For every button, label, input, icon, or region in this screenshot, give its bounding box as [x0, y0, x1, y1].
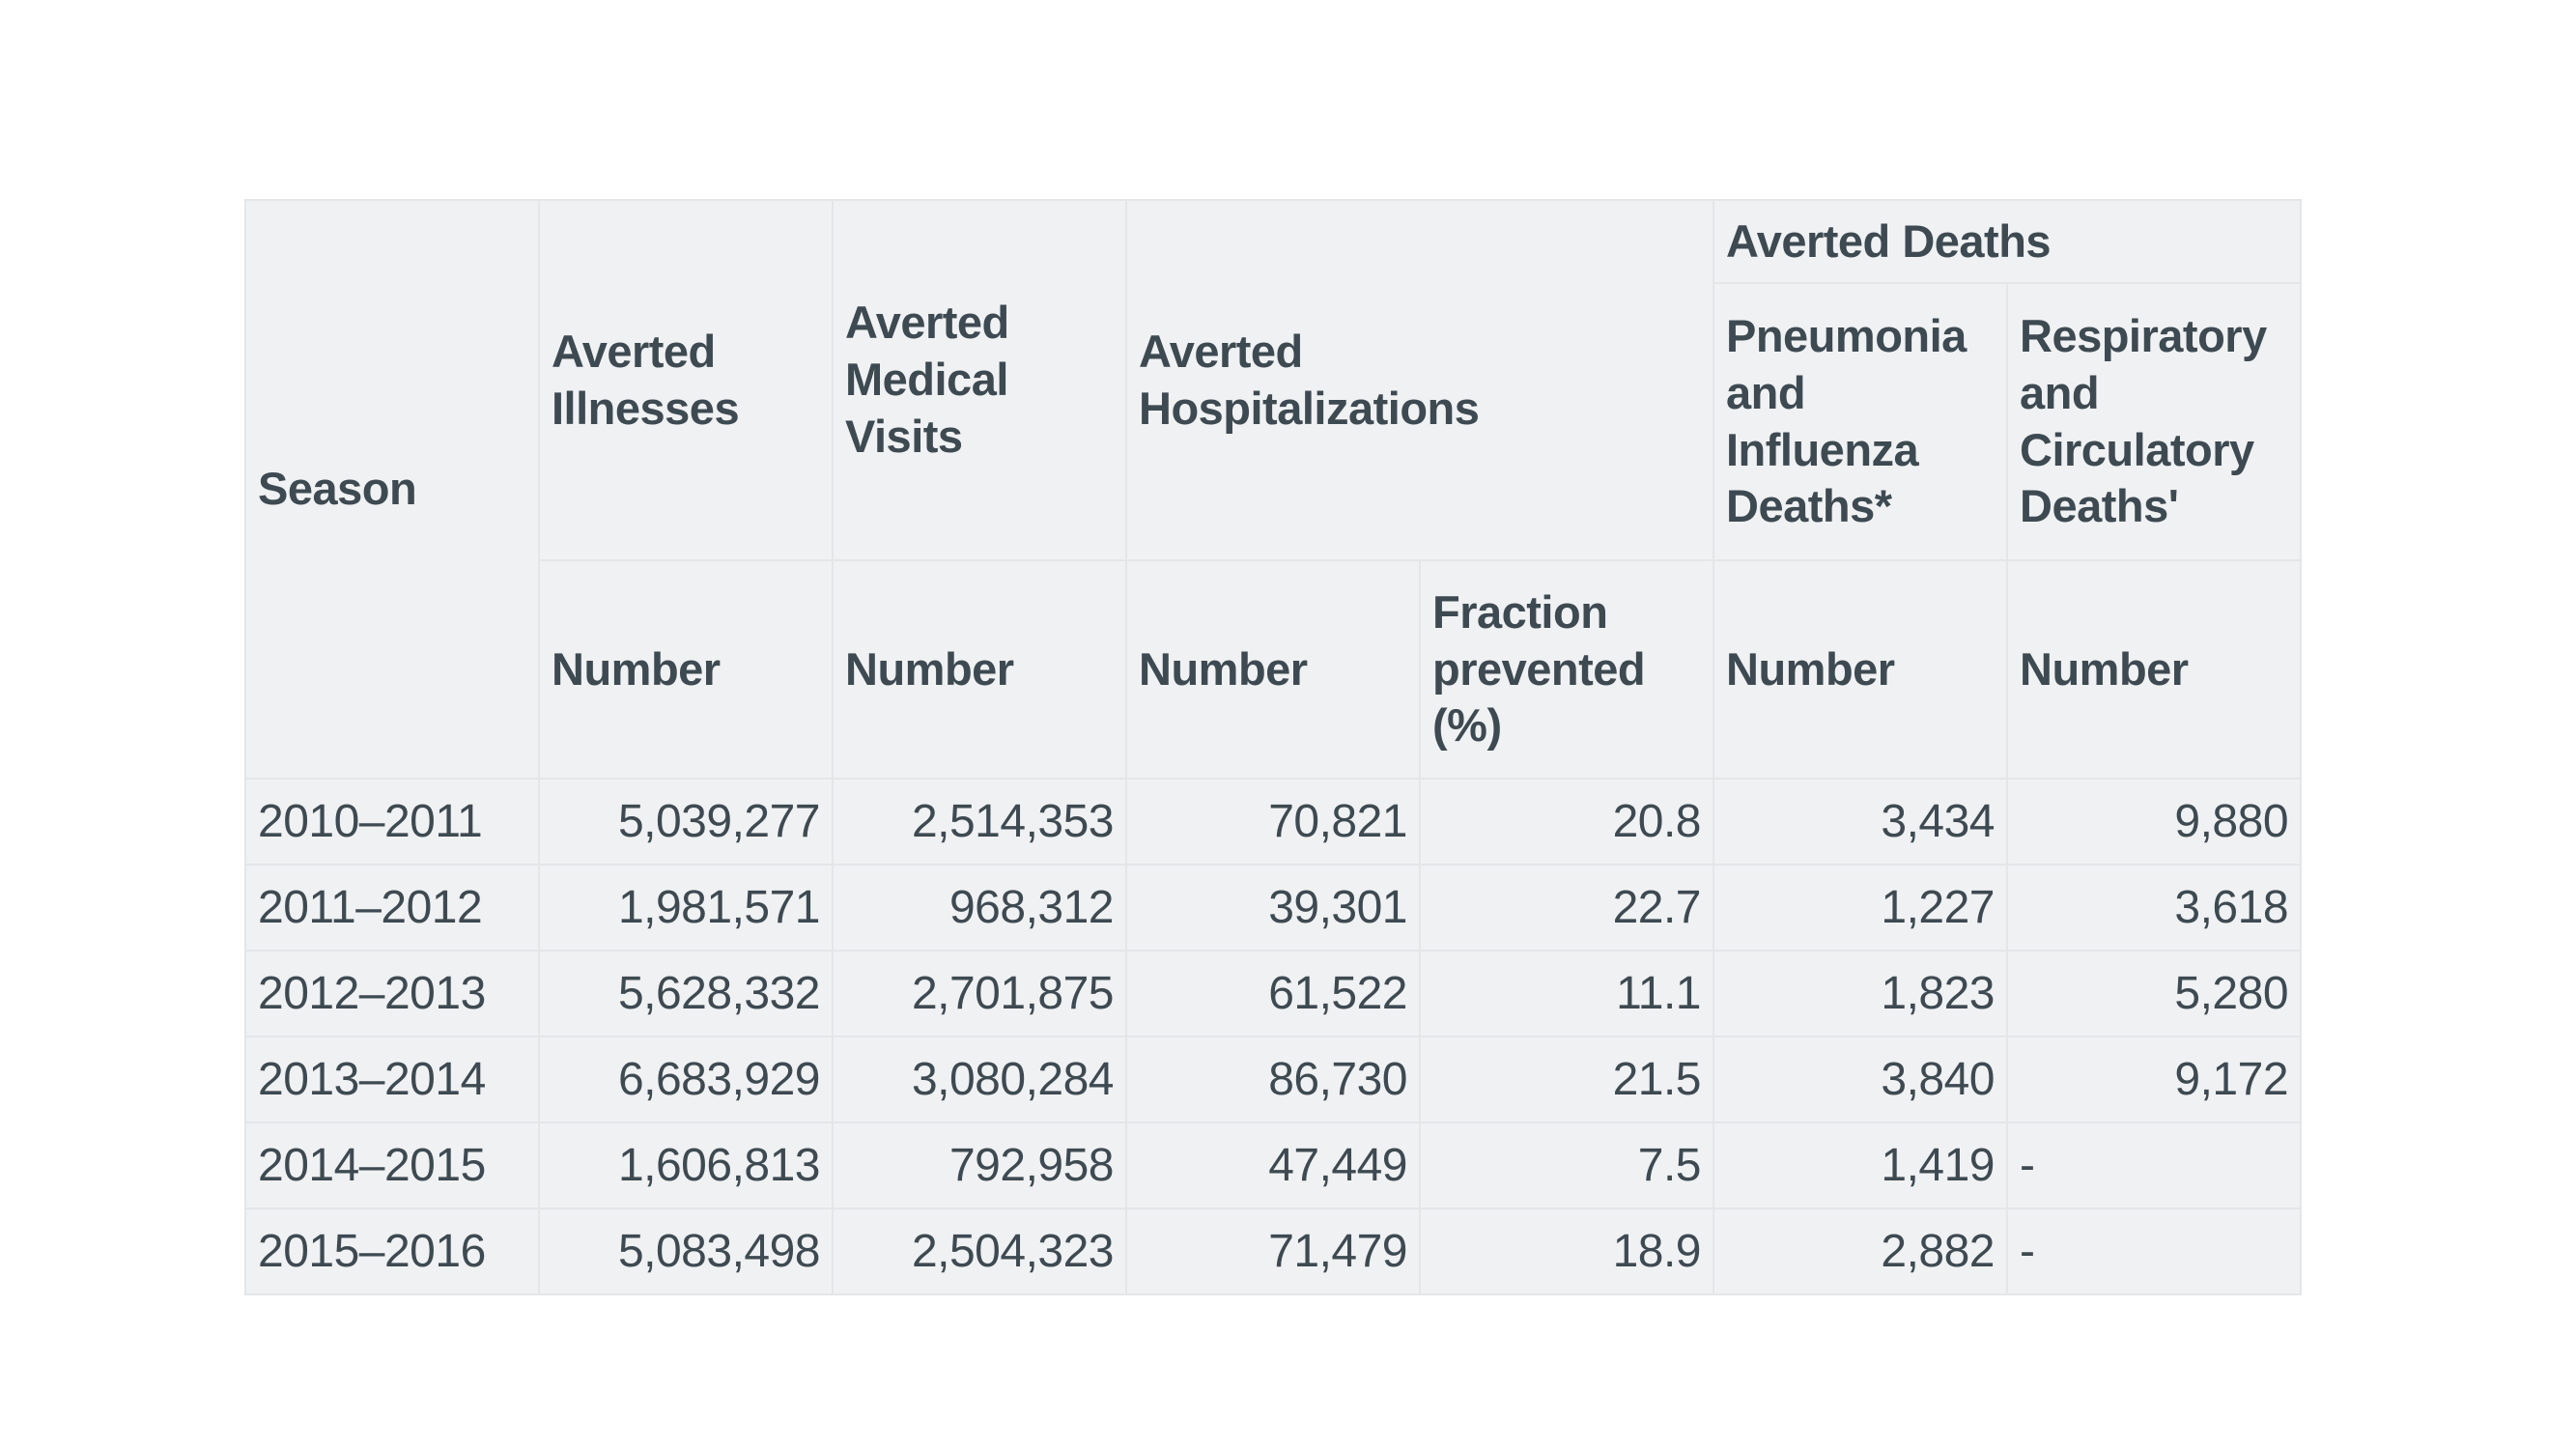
subheader-fraction-prevented: Fraction prevented (%)	[1419, 559, 1714, 780]
averted-flu-outcomes-table: Season Averted Illnesses Averted Medical…	[244, 199, 2303, 1295]
illnesses-cell: 6,683,929	[538, 1036, 834, 1123]
fraction-prevented-cell: 20.8	[1419, 778, 1714, 866]
subheader-illnesses-number: Number	[538, 559, 834, 780]
table-row-2010-2011: 2010–2011 5,039,277 2,514,353 70,821 20.…	[244, 778, 2303, 866]
col-header-averted-deaths: Averted Deaths	[1712, 199, 2303, 284]
hospitalizations-cell: 70,821	[1125, 778, 1421, 866]
illnesses-cell: 1,981,571	[538, 864, 834, 952]
subheader-pi-deaths-number: Number	[1713, 559, 2008, 780]
illnesses-cell: 5,083,498	[538, 1208, 834, 1295]
col-header-averted-medical-visits: Averted Medical Visits	[832, 199, 1127, 561]
hospitalizations-cell: 71,479	[1125, 1208, 1421, 1295]
pi-deaths-cell: 1,823	[1713, 950, 2008, 1037]
subheader-medical-visits-number: Number	[832, 559, 1127, 780]
subheader-rc-deaths-number: Number	[2005, 559, 2303, 780]
rc-deaths-cell: 3,618	[2005, 864, 2303, 952]
table-row-2012-2013: 2012–2013 5,628,332 2,701,875 61,522 11.…	[244, 950, 2303, 1037]
rc-deaths-cell: 5,280	[2005, 950, 2303, 1037]
hospitalizations-cell: 47,449	[1125, 1122, 1421, 1209]
hospitalizations-cell: 61,522	[1125, 950, 1421, 1037]
season-cell: 2013–2014	[244, 1036, 540, 1123]
rc-deaths-cell: -	[2005, 1122, 2303, 1209]
table-row-2015-2016: 2015–2016 5,083,498 2,504,323 71,479 18.…	[244, 1208, 2303, 1295]
illnesses-cell: 5,628,332	[538, 950, 834, 1037]
season-cell: 2015–2016	[244, 1208, 540, 1295]
rc-deaths-cell: -	[2005, 1208, 2303, 1295]
table-row-2013-2014: 2013–2014 6,683,929 3,080,284 86,730 21.…	[244, 1036, 2303, 1123]
medical-visits-cell: 968,312	[832, 864, 1127, 952]
col-header-pneumonia-influenza-deaths: Pneumonia and Influenza Deaths*	[1713, 282, 2008, 561]
illnesses-cell: 5,039,277	[538, 778, 834, 866]
col-header-averted-illnesses: Averted Illnesses	[538, 199, 834, 561]
hospitalizations-cell: 39,301	[1125, 864, 1421, 952]
fraction-prevented-cell: 21.5	[1419, 1036, 1714, 1123]
fraction-prevented-cell: 11.1	[1419, 950, 1714, 1037]
pi-deaths-cell: 1,419	[1713, 1122, 2008, 1209]
medical-visits-cell: 2,514,353	[832, 778, 1127, 866]
medical-visits-cell: 2,701,875	[832, 950, 1127, 1037]
pi-deaths-cell: 3,840	[1713, 1036, 2008, 1123]
illnesses-cell: 1,606,813	[538, 1122, 834, 1209]
col-header-averted-hospitalizations: Averted Hospitalizations	[1125, 199, 1714, 561]
hospitalizations-cell: 86,730	[1125, 1036, 1421, 1123]
season-cell: 2014–2015	[244, 1122, 540, 1209]
season-cell: 2011–2012	[244, 864, 540, 952]
fraction-prevented-cell: 18.9	[1419, 1208, 1714, 1295]
table-header: Season Averted Illnesses Averted Medical…	[244, 199, 2303, 780]
header-row-measures: Number Number Number Fraction prevented …	[245, 559, 2303, 780]
pi-deaths-cell: 3,434	[1713, 778, 2008, 866]
subheader-hospitalizations-number: Number	[1125, 559, 1421, 780]
header-row-top: Season Averted Illnesses Averted Medical…	[244, 199, 2303, 780]
col-header-respiratory-circulatory-deaths: Respiratory and Circulatory Deaths'	[2005, 282, 2303, 561]
fraction-prevented-cell: 7.5	[1419, 1122, 1714, 1209]
medical-visits-cell: 3,080,284	[832, 1036, 1127, 1123]
pi-deaths-cell: 2,882	[1713, 1208, 2008, 1295]
fraction-prevented-cell: 22.7	[1419, 864, 1714, 952]
medical-visits-cell: 2,504,323	[832, 1208, 1127, 1295]
table-row-2011-2012: 2011–2012 1,981,571 968,312 39,301 22.7 …	[244, 864, 2303, 952]
rc-deaths-cell: 9,880	[2005, 778, 2303, 866]
table-row-2014-2015: 2014–2015 1,606,813 792,958 47,449 7.5 1…	[244, 1122, 2303, 1209]
medical-visits-cell: 792,958	[832, 1122, 1127, 1209]
col-header-season: Season	[244, 199, 540, 780]
header-row-death-types: Pneumonia and Influenza Deaths* Respirat…	[245, 282, 2303, 561]
season-cell: 2010–2011	[244, 778, 540, 866]
pi-deaths-cell: 1,227	[1713, 864, 2008, 952]
season-cell: 2012–2013	[244, 950, 540, 1037]
table-body: 2010–2011 5,039,277 2,514,353 70,821 20.…	[244, 778, 2303, 1295]
rc-deaths-cell: 9,172	[2005, 1036, 2303, 1123]
